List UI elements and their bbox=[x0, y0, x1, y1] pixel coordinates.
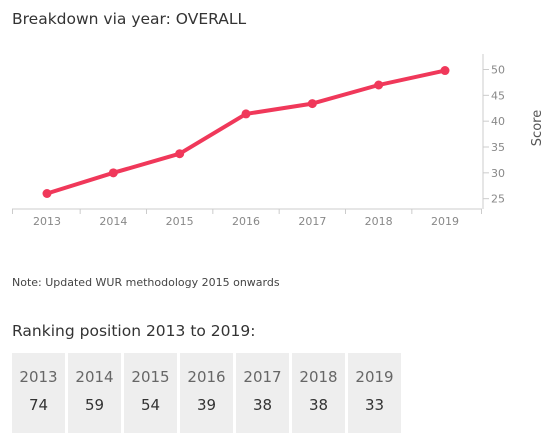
ranking-year: 2013 bbox=[19, 368, 58, 386]
ranking-cell: 2015 54 bbox=[124, 353, 177, 433]
x-tick-label: 2014 bbox=[99, 215, 127, 228]
methodology-note: Note: Updated WUR methodology 2015 onwar… bbox=[12, 276, 280, 289]
ranking-position: 74 bbox=[28, 396, 49, 414]
y-tick-label: 35 bbox=[491, 141, 505, 154]
ranking-cell: 2017 38 bbox=[236, 353, 289, 433]
ranking-year: 2017 bbox=[243, 368, 282, 386]
ranking-position: 33 bbox=[364, 396, 385, 414]
ranking-position: 38 bbox=[308, 396, 329, 414]
data-point bbox=[374, 80, 384, 90]
chart-title: Breakdown via year: OVERALL bbox=[12, 10, 247, 28]
data-point bbox=[175, 149, 185, 159]
ranking-cell: 2019 33 bbox=[348, 353, 401, 433]
y-tick-label: 40 bbox=[491, 115, 505, 128]
data-point bbox=[42, 189, 52, 198]
line-chart: 2013 2014 2015 2016 2017 2018 2019 25 30 35 40 45 50… bbox=[12, 54, 545, 228]
data-point bbox=[108, 168, 118, 178]
ranking-position: 54 bbox=[140, 396, 161, 414]
x-tick-label: 2017 bbox=[298, 215, 326, 228]
y-tick-label: 45 bbox=[491, 89, 505, 102]
data-point bbox=[241, 109, 251, 119]
ranking-position: 59 bbox=[84, 396, 105, 414]
series-line bbox=[45, 68, 447, 196]
ranking-year: 2019 bbox=[355, 368, 394, 386]
ranking-title: Ranking position 2013 to 2019: bbox=[12, 322, 256, 340]
x-tick-label: 2013 bbox=[33, 215, 61, 228]
y-tick-label: 30 bbox=[491, 167, 505, 180]
ranking-year: 2018 bbox=[299, 368, 338, 386]
x-tick-label: 2019 bbox=[431, 215, 459, 228]
x-tick-label: 2015 bbox=[166, 215, 194, 228]
ranking-position: 39 bbox=[196, 396, 217, 414]
y-tick-label: 50 bbox=[491, 64, 505, 77]
ranking-year: 2015 bbox=[131, 368, 170, 386]
ranking-position: 38 bbox=[252, 396, 273, 414]
y-axis-title: Score bbox=[530, 110, 545, 146]
ranking-cell: 2014 59 bbox=[68, 353, 121, 433]
ranking-cell: 2013 74 bbox=[12, 353, 65, 433]
y-tick-label: 25 bbox=[491, 193, 505, 206]
data-point bbox=[440, 66, 450, 76]
ranking-cell: 2018 38 bbox=[292, 353, 345, 433]
ranking-year: 2014 bbox=[75, 368, 114, 386]
ranking-cell: 2016 39 bbox=[180, 353, 233, 433]
data-point bbox=[307, 99, 317, 109]
ranking-row: 2013 74 2014 59 2015 54 2016 39 2017 38 … bbox=[12, 353, 401, 433]
x-tick-label: 2016 bbox=[232, 215, 260, 228]
ranking-year: 2016 bbox=[187, 368, 226, 386]
x-tick-label: 2018 bbox=[365, 215, 393, 228]
